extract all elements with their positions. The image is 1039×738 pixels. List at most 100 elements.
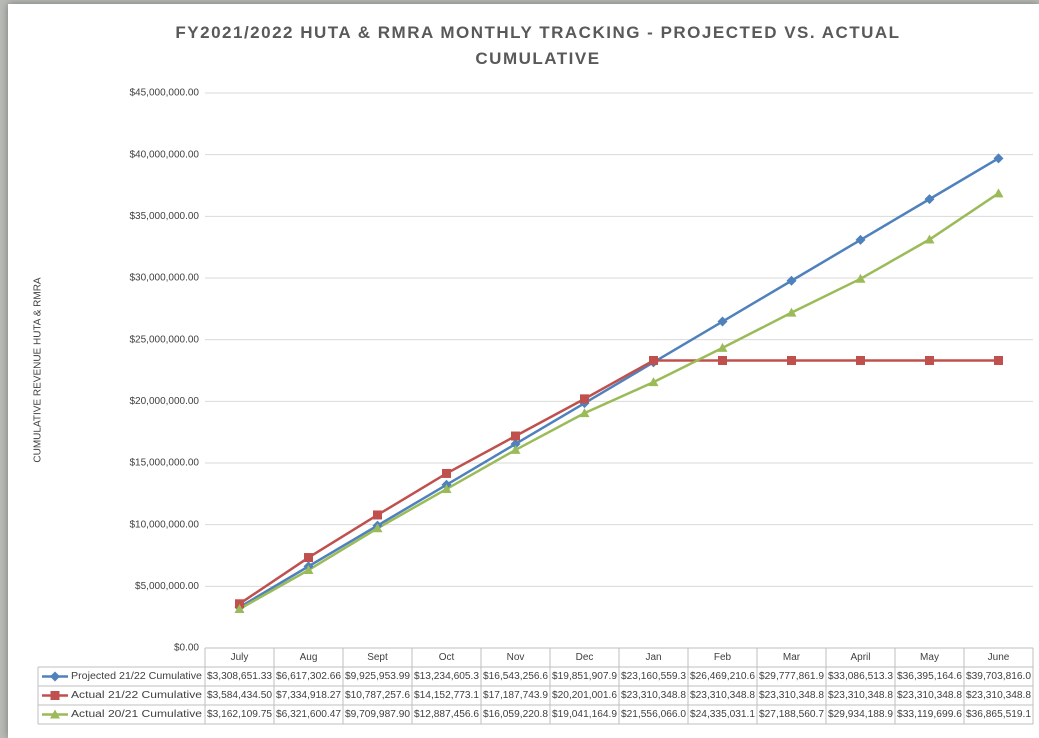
marker [304, 553, 313, 563]
marker [925, 356, 934, 366]
table-value: $23,310,348.8 [621, 690, 686, 701]
table-value: $29,934,188.9 [828, 709, 893, 720]
marker [786, 307, 797, 317]
y-tick-label: $5,000,000.00 [135, 581, 199, 592]
table-value: $39,703,816.0 [966, 671, 1031, 682]
marker [441, 484, 452, 494]
table-value: $24,335,031.1 [690, 709, 755, 720]
marker [649, 356, 658, 366]
table-value: $14,152,773.1 [414, 690, 479, 701]
marker [718, 356, 727, 366]
marker [235, 599, 244, 609]
marker [442, 468, 451, 478]
marker [510, 438, 521, 449]
marker [372, 523, 383, 533]
y-tick-label: $30,000,000.00 [129, 273, 199, 284]
table-value: $27,188,560.7 [759, 709, 824, 720]
marker [855, 234, 866, 245]
y-tick-label: $40,000,000.00 [129, 149, 199, 160]
marker [303, 565, 314, 575]
table-value: $36,395,164.6 [897, 671, 962, 682]
table-value: $33,086,513.3 [828, 671, 893, 682]
y-tick-label: $45,000,000.00 [129, 88, 199, 99]
legend-label: Projected 21/22 Cumulative [71, 671, 202, 682]
y-tick-label: $0.00 [174, 643, 199, 654]
table-value: $16,059,220.8 [483, 709, 548, 720]
table-value: $6,321,600.47 [276, 709, 341, 720]
table-value: $7,334,918.27 [276, 690, 341, 701]
series-line [238, 157, 1000, 609]
marker [717, 316, 728, 327]
x-tick-label: June [988, 652, 1010, 663]
marker [924, 194, 935, 205]
x-tick-label: May [920, 652, 939, 663]
table-value: $33,119,699.6 [897, 709, 962, 720]
table-value: $17,187,743.9 [483, 690, 548, 701]
marker [786, 275, 797, 286]
y-tick-label: $20,000,000.00 [129, 396, 199, 407]
x-tick-label: Sept [367, 652, 388, 663]
marker [717, 342, 728, 352]
x-tick-label: Feb [714, 652, 732, 663]
x-tick-label: Aug [300, 652, 318, 663]
y-axis-label: CUMULATIVE REVENUE HUTA & RMRA [33, 277, 44, 463]
table-value: $19,851,907.9 [552, 671, 617, 682]
marker [787, 356, 796, 366]
marker [511, 431, 520, 441]
table-value: $10,787,257.6 [345, 690, 410, 701]
x-tick-label: Oct [439, 652, 455, 663]
y-tick-label: $10,000,000.00 [129, 519, 199, 530]
table-value: $19,041,164.9 [552, 709, 617, 720]
marker [579, 408, 590, 418]
x-tick-label: Jan [645, 652, 661, 663]
marker [856, 356, 865, 366]
table-value: $23,310,348.8 [897, 690, 962, 701]
x-tick-label: Nov [507, 652, 525, 663]
table-value: $26,469,210.6 [690, 671, 755, 682]
x-tick-label: Dec [576, 652, 594, 663]
y-tick-label: $15,000,000.00 [129, 458, 199, 469]
x-tick-label: Mar [783, 652, 801, 663]
x-tick-label: July [231, 652, 249, 663]
marker [373, 510, 382, 520]
table-value: $20,201,001.6 [552, 690, 617, 701]
series-line [238, 192, 1000, 611]
table-value: $3,308,651.33 [207, 671, 272, 682]
chart-title: FY2021/2022 HUTA & RMRA MONTHLY TRACKING… [175, 23, 901, 68]
y-tick-label: $35,000,000.00 [129, 211, 199, 222]
legend-marker [50, 671, 60, 682]
marker [993, 188, 1004, 198]
marker [648, 377, 659, 387]
chart: CUMULATIVE REVENUE HUTA & RMRA $0.00 $5,00… [33, 88, 1034, 725]
table-value: $9,925,953.99 [345, 671, 410, 682]
marker [993, 153, 1004, 164]
marker [994, 356, 1003, 366]
table-value: $29,777,861.9 [759, 671, 824, 682]
marker [580, 394, 589, 404]
table-value: $23,310,348.8 [966, 690, 1031, 701]
legend-label: Actual 20/21 Cumulative [71, 709, 203, 720]
table-value: $23,310,348.8 [690, 690, 755, 701]
series-line [238, 359, 999, 605]
table-value: $12,887,456.6 [414, 709, 479, 720]
table-value: $23,160,559.3 [621, 671, 686, 682]
table-value: $9,709,987.90 [345, 709, 410, 720]
table-value: $13,234,605.3 [414, 671, 479, 682]
table-value: $3,162,109.75 [207, 709, 272, 720]
x-tick-label: April [850, 652, 870, 663]
table-value: $23,310,348.8 [759, 690, 824, 701]
y-tick-label: $25,000,000.00 [129, 334, 199, 345]
table-value: $16,543,256.6 [483, 671, 548, 682]
table-value: $6,617,302.66 [276, 671, 341, 682]
legend-label: Actual 21/22 Cumulative [71, 690, 203, 701]
legend-marker [50, 709, 60, 719]
marker [924, 234, 935, 244]
chart-card: CUMULATIVE REVENUE HUTA & RMRA $0.00 $5,00… [8, 4, 1039, 738]
table-value: $21,556,066.0 [621, 709, 686, 720]
table-value: $3,584,434.50 [207, 690, 272, 701]
table-value: $36,865,519.1 [966, 709, 1031, 720]
table-value: $23,310,348.8 [828, 690, 893, 701]
marker [510, 444, 521, 454]
marker [855, 273, 866, 283]
marker [234, 604, 245, 614]
